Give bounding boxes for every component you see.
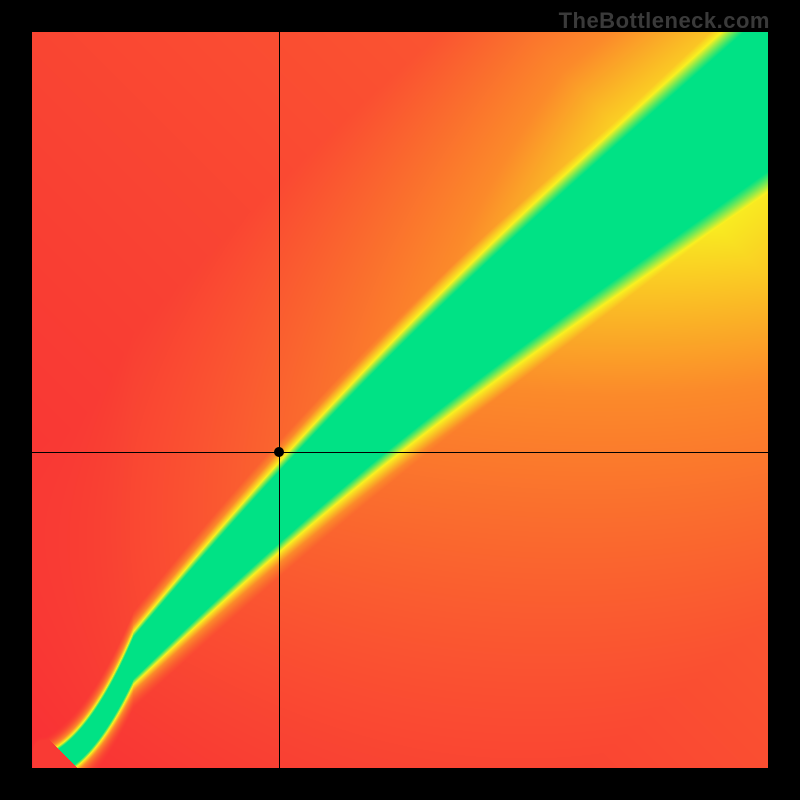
crosshair-horizontal [32,452,768,453]
crosshair-vertical [279,32,280,768]
crosshair-marker [274,447,284,457]
heatmap-canvas [32,32,768,768]
watermark-text: TheBottleneck.com [559,8,770,34]
heatmap-plot [32,32,768,768]
